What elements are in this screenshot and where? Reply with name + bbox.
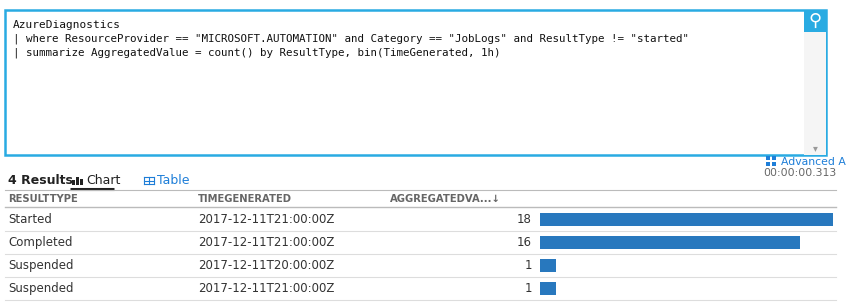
Text: | where ResourceProvider == "MICROSOFT.AUTOMATION" and Category == "JobLogs" and: | where ResourceProvider == "MICROSOFT.A…	[13, 34, 689, 44]
Text: 2017-12-11T21:00:00Z: 2017-12-11T21:00:00Z	[198, 236, 334, 249]
Text: Advanced Analytics: Advanced Analytics	[781, 157, 846, 167]
Bar	[72, 180, 75, 185]
Text: Chart: Chart	[86, 175, 120, 188]
Bar	[80, 179, 83, 185]
Text: AGGREGATEDVA...↓: AGGREGATEDVA...↓	[390, 194, 501, 204]
Text: ⚲: ⚲	[809, 12, 821, 30]
Text: RESULTTYPE: RESULTTYPE	[8, 194, 78, 204]
Text: 2017-12-11T21:00:00Z: 2017-12-11T21:00:00Z	[198, 282, 334, 295]
Text: Table: Table	[157, 175, 190, 188]
Bar	[76, 177, 79, 185]
Bar	[772, 156, 776, 160]
Bar	[772, 162, 776, 166]
Text: Suspended: Suspended	[8, 282, 74, 295]
Text: 4 Results: 4 Results	[8, 175, 73, 188]
Text: 1: 1	[525, 259, 532, 272]
Text: Suspended: Suspended	[8, 259, 74, 272]
Text: AzureDiagnostics: AzureDiagnostics	[13, 20, 121, 30]
Bar	[804, 32, 826, 155]
Bar	[540, 282, 557, 295]
Text: Completed: Completed	[8, 236, 73, 249]
Text: 00:00:00.313: 00:00:00.313	[763, 168, 836, 178]
Bar	[766, 162, 770, 166]
Text: Started: Started	[8, 213, 52, 226]
Text: ▾: ▾	[812, 143, 817, 153]
Text: 1: 1	[525, 282, 532, 295]
Bar	[540, 236, 800, 249]
Text: 18: 18	[517, 213, 532, 226]
Bar	[540, 213, 833, 226]
Bar	[5, 10, 826, 155]
Text: 2017-12-11T21:00:00Z: 2017-12-11T21:00:00Z	[198, 213, 334, 226]
Text: 16: 16	[517, 236, 532, 249]
Text: 2017-12-11T20:00:00Z: 2017-12-11T20:00:00Z	[198, 259, 334, 272]
Bar	[766, 156, 770, 160]
Text: | summarize AggregatedValue = count() by ResultType, bin(TimeGenerated, 1h): | summarize AggregatedValue = count() by…	[13, 48, 501, 59]
Bar	[540, 259, 557, 272]
Text: TIMEGENERATED: TIMEGENERATED	[198, 194, 292, 204]
Bar	[804, 10, 826, 32]
